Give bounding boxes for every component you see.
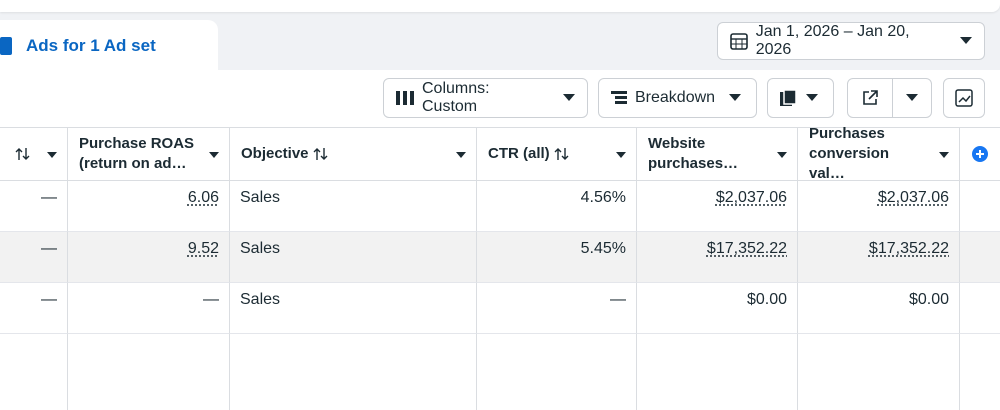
table-cell: 6.06 (68, 181, 230, 232)
column-divider (797, 334, 798, 410)
reports-icon (780, 90, 797, 106)
top-panel (0, 0, 1000, 12)
breakdown-icon (611, 91, 627, 104)
column-header-label: Objective (241, 145, 309, 162)
caret (563, 94, 575, 101)
cell-value: $17,352.22 (868, 240, 949, 257)
column-divider (959, 334, 960, 410)
caret (729, 94, 742, 101)
table-cell: $17,352.22 (798, 232, 960, 283)
cell-value: $2,037.06 (877, 189, 949, 206)
sort-icon[interactable] (15, 147, 31, 161)
column-divider (229, 334, 230, 410)
table-cell: — (68, 283, 230, 334)
cell-value: — (203, 291, 219, 308)
column-divider (67, 334, 68, 410)
table-cell (960, 283, 1000, 334)
table-cell: — (0, 232, 68, 283)
columns-label: Columns: Custom (421, 80, 490, 115)
columns-button[interactable]: Columns: Custom (383, 78, 588, 118)
column-header[interactable]: Purchase ROAS (return on ad… (68, 127, 230, 181)
add-column-header[interactable] (960, 127, 1000, 181)
sort-icon[interactable] (554, 147, 570, 161)
cell-value: $17,352.22 (706, 240, 787, 257)
table-cell (960, 232, 1000, 283)
caret (960, 37, 972, 44)
table-cell (960, 181, 1000, 232)
cell-value: — (41, 291, 57, 308)
breakdown-button[interactable]: Breakdown (598, 78, 757, 118)
chart-button[interactable] (943, 78, 985, 118)
cell-value: $0.00 (908, 291, 949, 308)
tab[interactable]: Ads for 1 Ad set (0, 20, 218, 72)
cell-value: 6.06 (187, 189, 219, 206)
cell-value: — (41, 240, 57, 257)
column-header[interactable]: Website purchases… (637, 127, 798, 181)
cell-value: 9.52 (187, 240, 219, 257)
caret (616, 152, 626, 158)
export-icon-part[interactable] (848, 79, 893, 117)
table-cell: — (0, 181, 68, 232)
table-cell: — (477, 283, 637, 334)
caret (47, 152, 57, 158)
table-cell: Sales (230, 232, 477, 283)
table-cell: 5.45% (477, 232, 637, 283)
column-header[interactable]: Purchases conversion val… (798, 125, 960, 182)
cell-value: 4.56% (580, 189, 626, 206)
add-column-icon (972, 146, 988, 162)
table-cell: Sales (230, 181, 477, 232)
tab-icon (0, 37, 12, 55)
cell-value: 5.45% (580, 240, 626, 257)
cell-value: — (41, 189, 57, 206)
column-divider (636, 334, 637, 410)
chart-icon (955, 89, 973, 107)
column-header-label: Purchases conversion val… (809, 125, 890, 182)
reports-button[interactable] (767, 78, 834, 118)
export-button[interactable] (847, 78, 932, 118)
export-icon (863, 90, 878, 105)
tab-label: Ads for 1 Ad set (26, 36, 156, 55)
table-cell: $2,037.06 (637, 181, 798, 232)
cell-value: Sales (240, 189, 281, 206)
caret (456, 152, 466, 158)
breakdown-label: Breakdown (635, 89, 716, 106)
export-caret-part[interactable] (893, 94, 931, 102)
table-cell: Sales (230, 283, 477, 334)
caret (209, 152, 219, 158)
column-header[interactable]: CTR (all) (477, 127, 637, 181)
caret (906, 94, 918, 101)
cell-value: $2,037.06 (715, 189, 787, 206)
cell-value: — (610, 291, 626, 308)
table-cell: $17,352.22 (637, 232, 798, 283)
columns-icon (396, 91, 414, 105)
calendar-icon (730, 33, 748, 50)
sort-icon[interactable] (313, 147, 329, 161)
column-header[interactable]: Objective (230, 127, 477, 181)
column-header-label: CTR (all) (488, 145, 550, 162)
table-cell: $2,037.06 (798, 181, 960, 232)
table-cell: 4.56% (477, 181, 637, 232)
caret (806, 94, 818, 101)
cell-value: $0.00 (746, 291, 787, 308)
column-header-label: Website purchases… (648, 135, 739, 172)
column-header[interactable] (0, 127, 68, 181)
caret (939, 152, 949, 158)
table-cell: $0.00 (637, 283, 798, 334)
date-range-label: Jan 1, 2026 – Jan 20, 2026 (755, 23, 910, 58)
column-divider (476, 334, 477, 410)
caret (777, 152, 787, 158)
table-cell: — (0, 283, 68, 334)
cell-value: Sales (240, 240, 281, 257)
table-cell: $0.00 (798, 283, 960, 334)
date-range-button[interactable]: Jan 1, 2026 – Jan 20, 2026 (717, 22, 985, 60)
column-header-label: Purchase ROAS (return on ad… (79, 135, 195, 172)
table-cell: 9.52 (68, 232, 230, 283)
cell-value: Sales (240, 291, 281, 308)
